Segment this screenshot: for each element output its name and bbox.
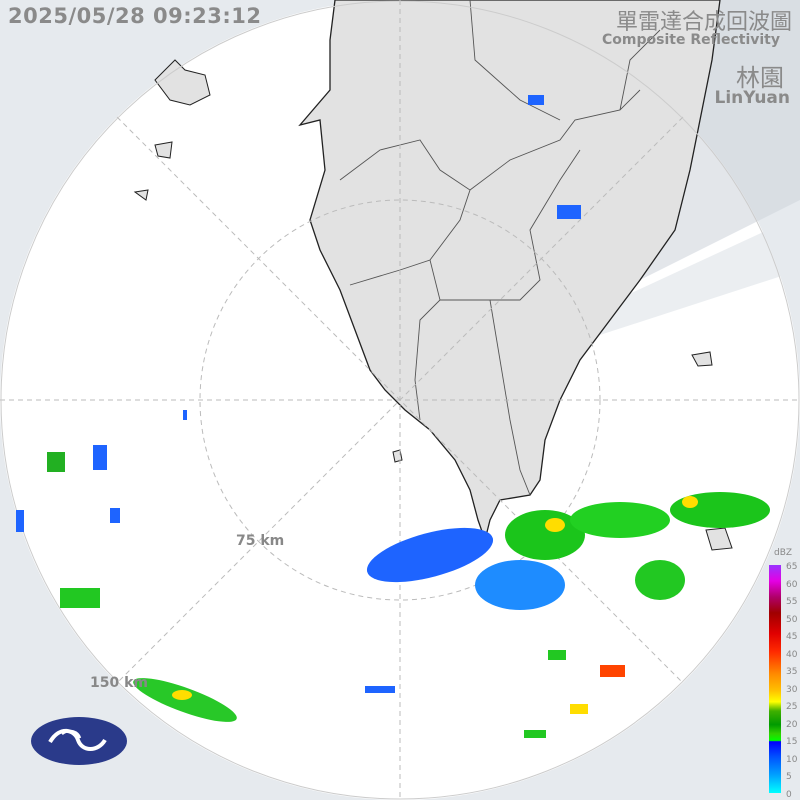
colorbar-tick: 15 (786, 737, 798, 747)
station-name-en: LinYuan (714, 88, 790, 108)
colorbar-tick: 5 (786, 772, 792, 782)
echo-core (682, 496, 698, 508)
product-title-zh: 單雷達合成回波圖 (615, 10, 792, 35)
echo-cell (528, 95, 544, 105)
echo-cell (635, 560, 685, 600)
colorbar-tick: 0 (786, 789, 792, 800)
echo-cell (505, 510, 585, 560)
colorbar-tick: 55 (786, 597, 798, 607)
echo-cell (366, 527, 494, 583)
product-title-en: Composite Reflectivity (602, 32, 780, 48)
echo-cell (133, 678, 237, 722)
colorbar-tick: 35 (786, 667, 798, 677)
echo-core (545, 518, 565, 532)
echo-cell (524, 730, 546, 738)
station-name-zh: 林園 (736, 64, 784, 92)
echo-cell (548, 650, 566, 660)
echo-cell (60, 588, 100, 608)
echo-cell (557, 205, 581, 219)
echo-cell (16, 510, 24, 532)
cwa-logo (31, 717, 127, 765)
colorbar-tick: 30 (786, 684, 798, 695)
colorbar-tick: 60 (786, 579, 798, 590)
echo-cell (600, 665, 625, 677)
colorbar-tick: 10 (786, 754, 798, 765)
echo-cell (570, 704, 588, 714)
echo-cell (93, 445, 107, 470)
colorbar (769, 565, 781, 793)
colorbar-tick: 20 (786, 719, 798, 730)
echo-cell (110, 508, 120, 523)
echo-cell (183, 410, 187, 420)
colorbar-tick: 65 (786, 562, 798, 572)
echo-cell (475, 560, 565, 610)
echo-cell (365, 686, 395, 693)
colorbar-tick: 50 (786, 614, 798, 625)
echo-core (172, 690, 192, 700)
timestamp: 2025/05/28 09:23:12 (8, 4, 262, 28)
range-label-150: 150 km (90, 675, 148, 691)
range-label-75: 75 km (236, 533, 285, 549)
echo-cell (47, 452, 65, 472)
colorbar-tick: 25 (786, 702, 798, 712)
colorbar-tick: 40 (786, 649, 798, 660)
county-boundaries (339, 0, 661, 496)
radar-echoes (16, 95, 770, 738)
echo-cell (570, 502, 670, 538)
colorbar-tick: 45 (786, 632, 798, 642)
colorbar-unit: dBZ (774, 548, 793, 558)
